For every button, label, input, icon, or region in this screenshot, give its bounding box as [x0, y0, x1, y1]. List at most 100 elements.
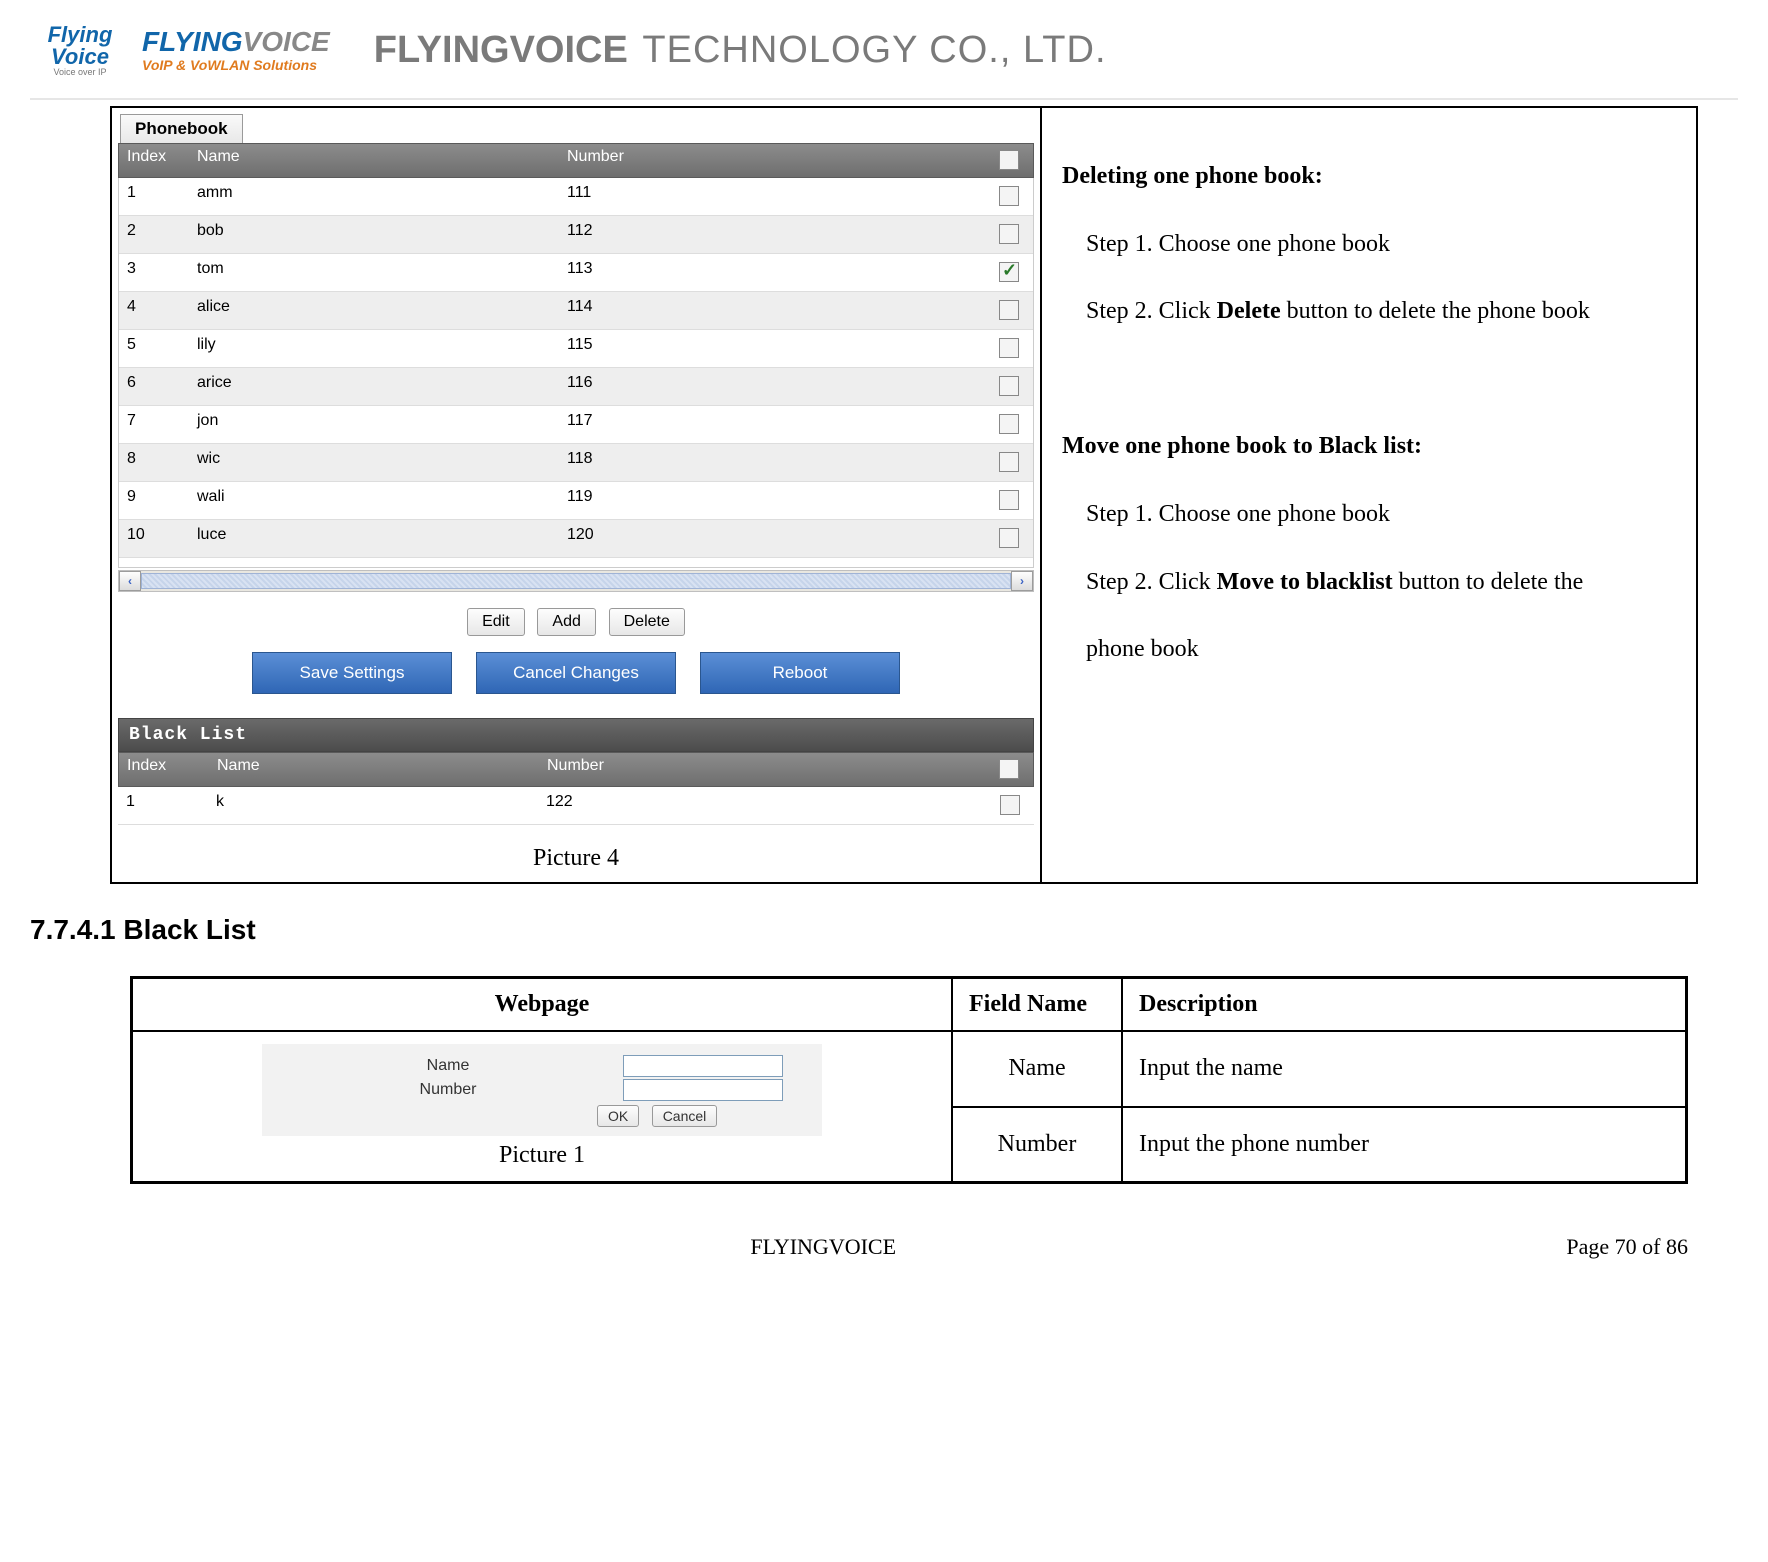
blacklist-title: Black List [118, 718, 1034, 752]
phonebook-button-row: Edit Add Delete [118, 608, 1034, 636]
phonebook-tab[interactable]: Phonebook [120, 114, 243, 143]
form-name-row: Name [273, 1055, 811, 1077]
cell-name: k [208, 787, 538, 824]
spec-h-desc: Description [1122, 978, 1686, 1031]
company-name: FLYINGVOICE TECHNOLOGY CO., LTD. [374, 29, 1107, 72]
form-name-input[interactable] [623, 1055, 783, 1077]
form-buttons: OK Cancel [273, 1105, 811, 1127]
col-index: Index [119, 144, 189, 177]
cell-check [985, 520, 1033, 557]
cell-name: luce [189, 520, 559, 557]
row-checkbox[interactable] [999, 414, 1019, 434]
row-checkbox[interactable] [1000, 795, 1020, 815]
cell-check [985, 406, 1033, 443]
bl-check-all[interactable] [999, 759, 1019, 779]
spec-h-field: Field Name [952, 978, 1122, 1031]
cell-index: 6 [119, 368, 189, 405]
row-checkbox[interactable] [999, 262, 1019, 282]
cell-number: 122 [538, 787, 986, 824]
form-cancel-button[interactable]: Cancel [652, 1105, 718, 1127]
header-divider [30, 98, 1738, 100]
table-row[interactable]: 10luce120 [119, 520, 1033, 558]
logo-text: FLYINGVOICE VoIP & VoWLAN Solutions [142, 28, 330, 72]
cell-check [985, 368, 1033, 405]
bl-col-name: Name [209, 753, 539, 786]
scroll-left-icon[interactable]: ‹ [119, 571, 141, 591]
table-row[interactable]: 1amm111 [119, 178, 1033, 216]
col-number: Number [559, 144, 985, 177]
cell-check [985, 330, 1033, 367]
row-checkbox[interactable] [999, 528, 1019, 548]
instr-s12c: button to delete the phone book [1281, 298, 1590, 324]
horizontal-scrollbar[interactable]: ‹ › [118, 570, 1034, 592]
form-number-input[interactable] [623, 1079, 783, 1101]
cell-check [985, 178, 1033, 215]
cell-name: alice [189, 292, 559, 329]
cell-index: 8 [119, 444, 189, 481]
table-row[interactable]: 2bob112 [119, 216, 1033, 254]
col-name: Name [189, 144, 559, 177]
form-number-label: Number [273, 1081, 623, 1099]
edit-button[interactable]: Edit [467, 608, 525, 636]
form-ok-button[interactable]: OK [597, 1105, 639, 1127]
check-all[interactable] [999, 150, 1019, 170]
main-table: Phonebook Index Name Number 1amm1112bob1… [110, 106, 1698, 884]
form-screenshot: Name Number OK Cancel [262, 1044, 822, 1136]
cell-name: tom [189, 254, 559, 291]
table-row[interactable]: 4alice114 [119, 292, 1033, 330]
save-settings-button[interactable]: Save Settings [252, 652, 452, 694]
screenshot-cell: Phonebook Index Name Number 1amm1112bob1… [112, 108, 1042, 882]
blacklist-header-row: Index Name Number [118, 752, 1034, 787]
cell-index: 7 [119, 406, 189, 443]
row-checkbox[interactable] [999, 186, 1019, 206]
scroll-right-icon[interactable]: › [1011, 571, 1033, 591]
cell-number: 115 [559, 330, 985, 367]
table-row[interactable]: 6arice116 [119, 368, 1033, 406]
instr-s22c: button to delete the [1393, 569, 1584, 595]
cell-number: 117 [559, 406, 985, 443]
table-row[interactable]: 3tom113 [119, 254, 1033, 292]
table-row[interactable]: 7jon117 [119, 406, 1033, 444]
table-row[interactable]: 5lily115 [119, 330, 1033, 368]
add-button[interactable]: Add [537, 608, 595, 636]
row-checkbox[interactable] [999, 300, 1019, 320]
spec-webpage-cell: Name Number OK Cancel Picture 1 [132, 1031, 952, 1182]
row-checkbox[interactable] [999, 338, 1019, 358]
scroll-track[interactable] [141, 573, 1011, 589]
bl-col-number: Number [539, 753, 985, 786]
reboot-button[interactable]: Reboot [700, 652, 900, 694]
instr-s21: Step 1. Choose one phone book [1062, 486, 1676, 544]
spec-desc-stack: Input the name Input the phone number [1122, 1031, 1686, 1182]
cell-number: 120 [559, 520, 985, 557]
form-name-label: Name [273, 1057, 623, 1075]
cell-number: 118 [559, 444, 985, 481]
instr-h2: Move one phone book to Black list: [1062, 418, 1676, 476]
section-heading: 7.7.4.1 Black List [30, 914, 1738, 946]
company-b: TECHNOLOGY CO., LTD. [642, 29, 1106, 72]
action-button-row: Save Settings Cancel Changes Reboot [118, 652, 1034, 694]
cell-name: jon [189, 406, 559, 443]
delete-button[interactable]: Delete [609, 608, 685, 636]
table-row[interactable]: 9wali119 [119, 482, 1033, 520]
row-checkbox[interactable] [999, 224, 1019, 244]
row-checkbox[interactable] [999, 452, 1019, 472]
cell-index: 10 [119, 520, 189, 557]
spec-field-number: Number [952, 1107, 1122, 1183]
row-checkbox[interactable] [999, 490, 1019, 510]
footer-center: FLYINGVOICE [80, 1234, 1566, 1260]
bl-col-index: Index [119, 753, 209, 786]
logo-small-top: Flying [48, 24, 113, 46]
cancel-changes-button[interactable]: Cancel Changes [476, 652, 676, 694]
table-row[interactable]: 8wic118 [119, 444, 1033, 482]
logo-small-bottom: Voice [51, 46, 109, 68]
cell-name: wic [189, 444, 559, 481]
instr-s22-line1: Step 2. Click Move to blacklist button t… [1062, 554, 1676, 612]
instructions-cell: Deleting one phone book: Step 1. Choose … [1042, 108, 1696, 882]
cell-number: 113 [559, 254, 985, 291]
cell-index: 9 [119, 482, 189, 519]
cell-index: 2 [119, 216, 189, 253]
row-checkbox[interactable] [999, 376, 1019, 396]
table-row[interactable]: 1k122 [118, 787, 1034, 825]
spec-desc-number: Input the phone number [1122, 1107, 1686, 1183]
phonebook-panel: Phonebook Index Name Number 1amm1112bob1… [118, 114, 1034, 825]
